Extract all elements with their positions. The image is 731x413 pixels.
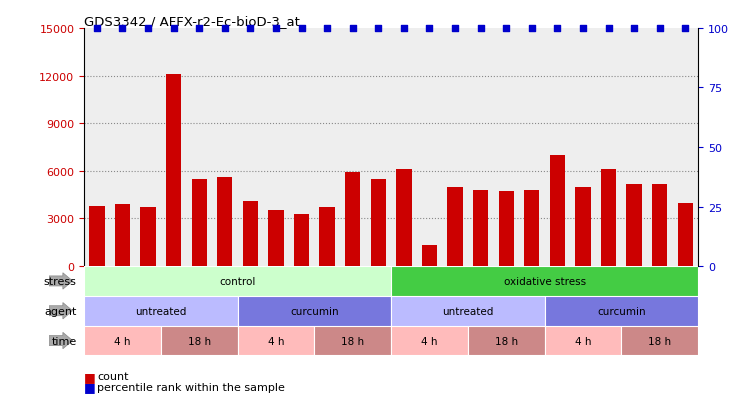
Point [654, 26, 665, 32]
Bar [601, 170, 616, 266]
Bar [468, 326, 545, 356]
Text: 18 h: 18 h [341, 336, 364, 346]
Text: 4 h: 4 h [114, 336, 131, 346]
Point [219, 26, 230, 32]
Bar [161, 326, 238, 356]
Text: control: control [219, 276, 256, 286]
Text: GDS3342 / AFFX-r2-Ec-bioD-3_at: GDS3342 / AFFX-r2-Ec-bioD-3_at [84, 15, 300, 28]
Bar [678, 203, 693, 266]
Bar [499, 192, 514, 266]
Point [244, 26, 257, 32]
Point [346, 26, 358, 32]
Text: stress: stress [44, 276, 77, 286]
Bar [371, 179, 386, 266]
Point [322, 26, 333, 32]
Bar [391, 296, 545, 326]
Point [193, 26, 205, 32]
Point [602, 26, 614, 32]
Point [372, 26, 385, 32]
Bar [192, 179, 207, 266]
Text: oxidative stress: oxidative stress [504, 276, 586, 286]
Bar [524, 190, 539, 266]
Text: ■: ■ [84, 380, 100, 393]
Bar [391, 326, 468, 356]
Bar [575, 187, 591, 266]
Point [577, 26, 589, 32]
Bar [545, 296, 698, 326]
FancyArrow shape [49, 273, 72, 290]
Bar [243, 202, 258, 266]
Bar [345, 173, 360, 266]
Bar [238, 296, 391, 326]
Bar [238, 326, 314, 356]
Bar [115, 205, 130, 266]
Bar [422, 246, 437, 266]
Bar [89, 206, 105, 266]
Bar [84, 266, 391, 296]
Text: 4 h: 4 h [575, 336, 591, 346]
Text: curcumin: curcumin [597, 306, 645, 316]
Text: 18 h: 18 h [648, 336, 671, 346]
Bar [294, 214, 309, 266]
Point [270, 26, 282, 32]
Bar [140, 208, 156, 266]
Point [500, 26, 512, 32]
Bar [545, 326, 621, 356]
Point [91, 26, 102, 32]
Text: untreated: untreated [442, 306, 493, 316]
Point [295, 26, 307, 32]
Bar [396, 170, 412, 266]
Bar [652, 184, 667, 266]
Point [116, 26, 129, 32]
Text: untreated: untreated [135, 306, 186, 316]
Bar [84, 296, 238, 326]
Bar [550, 156, 565, 266]
Bar [621, 326, 698, 356]
Text: 4 h: 4 h [421, 336, 438, 346]
Point [423, 26, 435, 32]
Text: time: time [51, 336, 77, 346]
Bar [314, 326, 391, 356]
Text: ■: ■ [84, 370, 100, 383]
Text: 18 h: 18 h [188, 336, 211, 346]
Point [679, 26, 691, 32]
Point [475, 26, 487, 32]
Bar [84, 326, 161, 356]
FancyArrow shape [49, 332, 72, 349]
Bar [217, 178, 232, 266]
Bar [626, 184, 642, 266]
Text: curcumin: curcumin [290, 306, 338, 316]
Point [551, 26, 563, 32]
Text: count: count [97, 371, 129, 381]
Point [168, 26, 180, 32]
Point [449, 26, 461, 32]
Point [142, 26, 154, 32]
Text: percentile rank within the sample: percentile rank within the sample [97, 382, 285, 392]
Text: 4 h: 4 h [268, 336, 284, 346]
Bar [268, 211, 284, 266]
Bar [447, 187, 463, 266]
Point [526, 26, 537, 32]
FancyArrow shape [49, 303, 72, 319]
Bar [166, 75, 181, 266]
Text: agent: agent [45, 306, 77, 316]
Bar [391, 266, 698, 296]
Bar [319, 208, 335, 266]
Point [398, 26, 409, 32]
Text: 18 h: 18 h [495, 336, 518, 346]
Point [628, 26, 640, 32]
Bar [473, 190, 488, 266]
